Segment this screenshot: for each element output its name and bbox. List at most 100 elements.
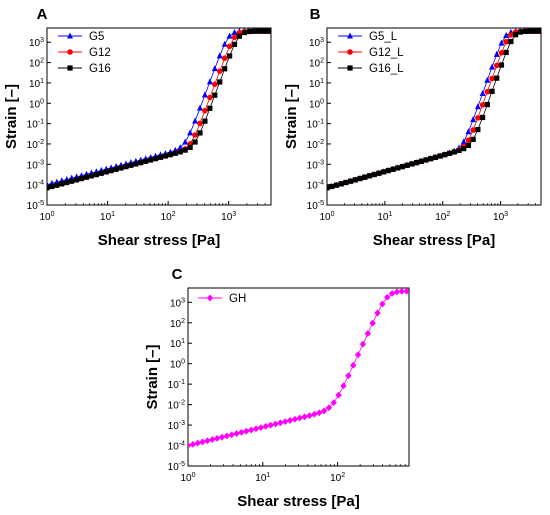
data-point — [423, 157, 429, 163]
y-tick-label: 102 — [29, 58, 44, 70]
data-point — [98, 170, 104, 176]
data-point — [247, 426, 255, 434]
data-point — [113, 166, 119, 172]
data-point — [503, 49, 509, 56]
legend-item: G5_L — [338, 31, 398, 43]
chart-panel-b: B 100 101 102 103 10-5 10-4 10-3 10-2 10-1 100 101 1… — [283, 6, 542, 249]
x-axis-label: Shear stress [Pa] — [237, 493, 360, 510]
data-point — [74, 177, 80, 183]
data-point — [256, 28, 262, 34]
data-point — [359, 340, 367, 348]
data-point — [207, 105, 213, 111]
data-point — [513, 32, 519, 38]
data-point — [508, 38, 514, 45]
data-point — [489, 75, 495, 82]
data-point — [202, 118, 208, 124]
data-point — [409, 161, 415, 167]
data-point — [311, 410, 318, 418]
data-point — [470, 136, 476, 142]
data-point — [118, 165, 124, 171]
data-point — [172, 150, 178, 156]
x-tick-label: 102 — [435, 211, 450, 223]
series-gh — [188, 288, 409, 449]
x-tick-label: 100 — [319, 211, 334, 223]
data-point — [484, 88, 491, 95]
legend: GH — [198, 293, 246, 305]
data-point — [218, 433, 226, 441]
y-tick-label: 10-5 — [168, 461, 185, 473]
data-point — [143, 158, 149, 164]
data-point — [243, 427, 250, 435]
data-point — [446, 150, 453, 156]
data-point — [93, 171, 99, 178]
data-point — [69, 178, 75, 184]
legend-marker — [67, 49, 73, 55]
legend: G5_L G12_L G16_L — [338, 31, 404, 75]
data-point — [442, 152, 448, 158]
y-tick-label: 10-4 — [307, 180, 324, 192]
data-point — [192, 132, 198, 138]
series-line — [47, 30, 270, 189]
y-tick-label: 10-1 — [307, 119, 324, 131]
legend-label: G12_L — [369, 47, 404, 59]
data-point — [475, 126, 481, 133]
data-point — [465, 142, 472, 149]
data-point — [128, 162, 134, 168]
y-tick-label: 102 — [170, 318, 185, 330]
data-point — [231, 41, 238, 47]
y-tick-label: 10-5 — [307, 200, 324, 212]
data-point — [364, 330, 371, 337]
data-point — [252, 425, 260, 433]
data-point — [347, 178, 354, 184]
x-axis-label: Shear stress [Pa] — [373, 232, 496, 249]
data-point — [527, 28, 533, 34]
y-tick-label: 10-1 — [168, 379, 185, 391]
data-point — [251, 28, 257, 34]
data-point — [233, 430, 240, 437]
y-tick-label: 10-2 — [168, 400, 185, 412]
data-point — [257, 424, 265, 431]
data-point — [236, 33, 243, 39]
data-point — [428, 156, 434, 162]
data-point — [479, 102, 486, 108]
y-tick-label: 101 — [170, 338, 185, 350]
data-point — [376, 170, 382, 176]
data-point — [437, 153, 443, 159]
data-point — [403, 288, 409, 295]
data-point — [475, 115, 481, 121]
data-point — [226, 43, 233, 50]
y-tick-label: 10-4 — [168, 441, 185, 453]
data-point — [413, 159, 420, 166]
y-tick-label: 10-3 — [307, 159, 324, 171]
series-line — [188, 290, 407, 446]
data-point — [261, 28, 267, 34]
chart-panel-c: C 100 101 102 10-5 10-4 10-3 10-2 10-1 100 101 102 1… — [144, 266, 410, 510]
data-point — [177, 149, 183, 155]
data-point — [47, 185, 50, 191]
data-point — [204, 437, 211, 445]
legend-item: G16_L — [338, 63, 404, 75]
data-point — [357, 175, 363, 182]
x-tick-label: 101 — [377, 211, 392, 223]
data-point — [325, 404, 333, 412]
data-point — [272, 420, 279, 428]
data-point — [465, 137, 472, 143]
data-point — [418, 158, 424, 164]
legend-item: G5 — [58, 31, 104, 43]
data-point — [395, 165, 401, 171]
data-point — [385, 167, 391, 174]
data-point — [212, 92, 218, 98]
data-point — [315, 409, 323, 417]
data-point — [291, 415, 299, 423]
series-g12 — [47, 28, 271, 191]
x-tick-label: 102 — [330, 472, 345, 484]
data-point — [522, 28, 528, 34]
x-tick-label: 101 — [100, 211, 115, 223]
data-point — [223, 432, 231, 440]
data-point — [327, 185, 330, 191]
data-point — [479, 90, 486, 97]
data-point — [335, 391, 342, 399]
data-point — [384, 293, 391, 301]
data-point — [354, 351, 362, 359]
